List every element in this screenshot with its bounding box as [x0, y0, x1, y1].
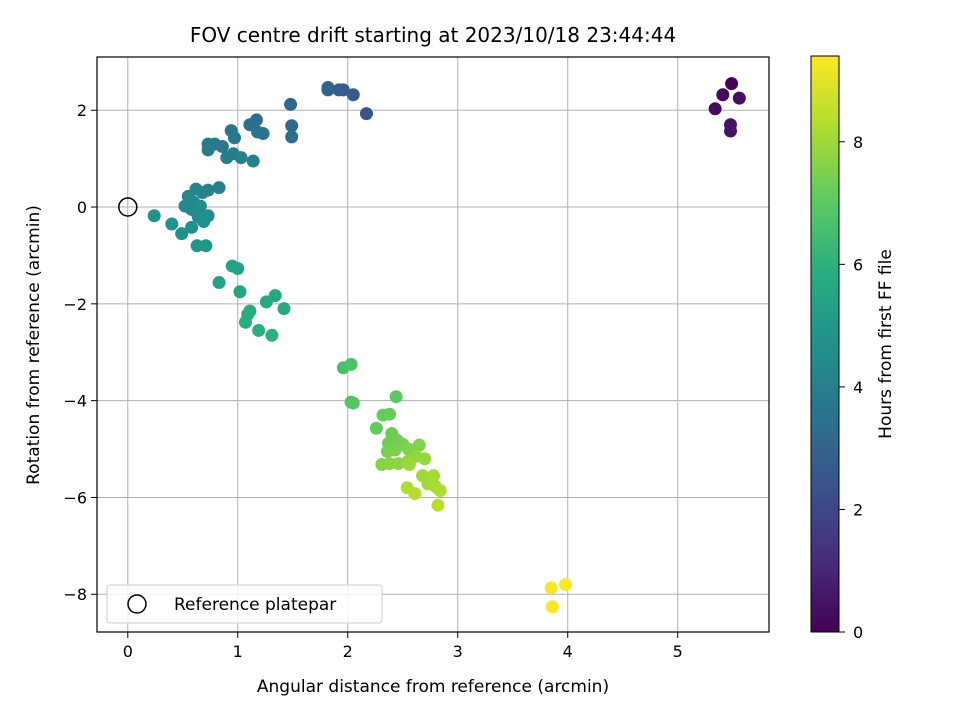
data-point: [391, 457, 405, 471]
data-point: [431, 498, 445, 512]
plot-frame: [96, 56, 770, 633]
x-tick-label: 0: [123, 642, 133, 661]
data-point: [359, 107, 373, 121]
data-point: [193, 199, 207, 213]
data-point: [732, 91, 746, 105]
data-point: [231, 262, 245, 276]
data-point: [238, 315, 252, 329]
data-point: [227, 131, 241, 145]
colorbar-tick-label: 2: [853, 500, 863, 519]
data-point: [545, 600, 559, 614]
data-point: [383, 407, 397, 421]
data-point: [388, 443, 402, 457]
data-point: [197, 215, 211, 229]
data-point: [284, 97, 298, 111]
data-point: [147, 209, 161, 223]
data-point: [277, 302, 291, 316]
y-tick-label: −2: [63, 295, 87, 314]
data-point: [259, 295, 273, 309]
data-point: [418, 452, 432, 466]
x-tick-label: 2: [343, 642, 353, 661]
data-point: [251, 125, 265, 139]
data-point: [234, 151, 248, 165]
x-tick-label: 5: [673, 642, 683, 661]
data-point: [265, 328, 279, 342]
data-point: [408, 487, 422, 501]
data-point: [212, 276, 226, 290]
data-point: [412, 438, 426, 452]
data-point: [708, 102, 722, 116]
colorbar-ticks: 0 2 4 6 8: [839, 133, 863, 642]
colorbar-label: Hours from first FF file: [876, 249, 896, 439]
y-axis-label: Rotation from reference (arcmin): [24, 205, 44, 485]
data-point: [201, 143, 215, 157]
data-point: [544, 581, 558, 595]
data-point: [321, 80, 335, 94]
x-tick-label: 1: [233, 642, 243, 661]
data-point: [285, 130, 299, 144]
y-tick-label: −6: [63, 488, 87, 507]
reference-platepar-marker: [118, 197, 138, 217]
data-point: [427, 469, 441, 483]
y-tick-label: −4: [63, 392, 87, 411]
x-tick-label: 4: [563, 642, 573, 661]
data-point: [199, 239, 213, 253]
data-point: [346, 396, 360, 410]
grid-lines: [97, 57, 769, 632]
data-point: [185, 220, 199, 234]
legend: Reference platepar: [106, 584, 383, 624]
colorbar-tick-label: 6: [853, 255, 863, 274]
colorbar-tick-label: 4: [853, 378, 863, 397]
data-point: [724, 124, 738, 138]
data-point: [285, 119, 299, 133]
data-point: [344, 357, 358, 371]
data-point: [246, 154, 260, 168]
y-tick-label: 2: [77, 101, 87, 120]
data-point: [252, 323, 266, 337]
legend-box: [106, 584, 383, 624]
data-points: [147, 77, 746, 614]
chart-title: FOV centre drift starting at 2023/10/18 …: [190, 23, 676, 47]
data-point: [389, 390, 403, 404]
x-tick-label: 3: [453, 642, 463, 661]
y-axis-ticks: −8 −6 −4 −2 0 2: [63, 101, 97, 604]
y-tick-label: −8: [63, 585, 87, 604]
x-axis-ticks: 0 1 2 3 4 5: [123, 632, 683, 661]
data-point: [332, 83, 346, 97]
legend-marker: [127, 594, 147, 614]
colorbar-tick-label: 8: [853, 133, 863, 152]
data-point: [559, 578, 573, 592]
data-point: [346, 88, 360, 102]
colorbar-tick-label: 0: [853, 623, 863, 642]
data-point: [233, 285, 247, 299]
y-tick-label: 0: [77, 198, 87, 217]
data-point: [402, 458, 416, 472]
data-point: [725, 77, 739, 91]
data-point: [433, 484, 447, 498]
colorbar: [810, 55, 840, 633]
data-point: [716, 88, 730, 102]
data-point: [369, 421, 383, 435]
x-axis-label: Angular distance from reference (arcmin): [257, 677, 609, 697]
data-point: [165, 217, 179, 231]
data-point: [212, 181, 226, 195]
data-point: [175, 227, 189, 241]
legend-entry: Reference platepar: [174, 595, 336, 615]
